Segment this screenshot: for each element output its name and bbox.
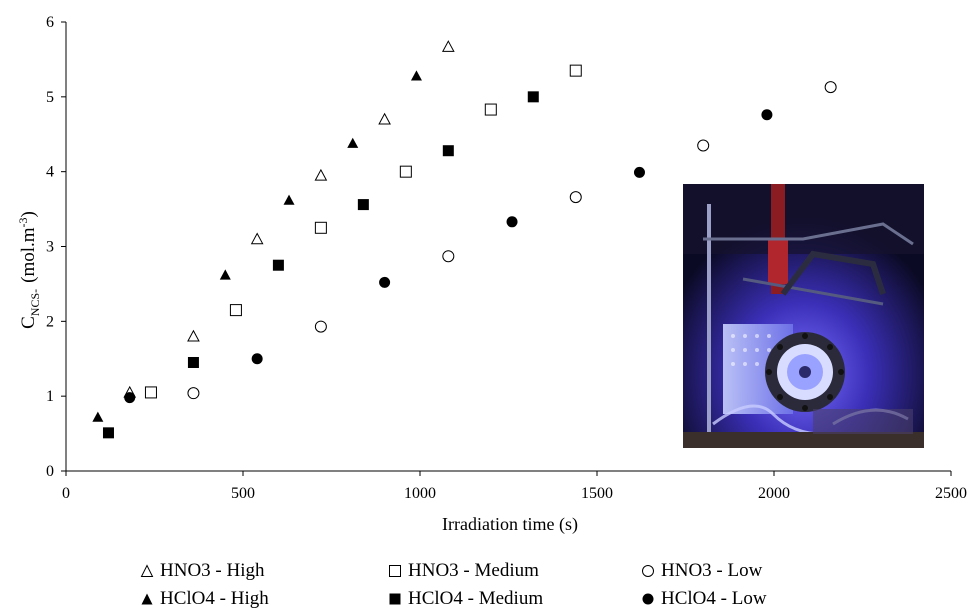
x-tick-label: 0 <box>62 485 70 502</box>
scatter-chart: 0 1 2 3 4 5 6 0 500 1000 1500 2000 2500 Irradiation … <box>16 14 967 535</box>
legend-label: HNO3 - High <box>160 560 265 581</box>
data-point <box>250 232 264 245</box>
series-hclo4-medium <box>102 91 539 439</box>
data-point <box>569 191 582 204</box>
data-point <box>697 139 710 152</box>
data-point <box>187 329 200 342</box>
legend-item-hno3-low: HNO3 - Low <box>641 560 762 582</box>
y-axis-title-main: C <box>18 316 39 329</box>
data-point <box>378 112 391 125</box>
data-point <box>761 109 773 121</box>
legend-label: HClO4 - High <box>160 588 269 609</box>
legend-label: HClO4 - Medium <box>408 588 544 609</box>
legend-item-hclo4-low: HClO4 - Low <box>641 588 767 610</box>
data-point <box>527 91 539 103</box>
triangle-open-icon <box>140 564 154 577</box>
data-point <box>219 269 231 280</box>
data-point <box>399 165 412 178</box>
photo-illustration <box>683 184 924 448</box>
data-point <box>633 166 645 178</box>
data-point <box>272 259 284 271</box>
data-point <box>442 250 455 263</box>
y-axis-title-unit: (mol.m <box>18 227 39 283</box>
series-hno3-low <box>187 81 837 400</box>
data-points <box>92 40 837 439</box>
data-point <box>824 81 837 94</box>
data-point <box>124 392 136 404</box>
x-tick-label: 1500 <box>581 485 613 502</box>
y-axis-title-unit-sup: -3 <box>16 217 30 227</box>
circle-open-icon <box>642 565 654 577</box>
circle-filled-icon <box>642 593 654 605</box>
y-tick-label: 5 <box>46 89 54 106</box>
data-point <box>379 276 391 288</box>
data-point <box>569 64 582 77</box>
data-point <box>92 411 104 422</box>
data-point <box>442 145 454 157</box>
data-point <box>347 137 359 148</box>
data-point <box>251 353 263 365</box>
y-tick-label: 2 <box>46 313 54 330</box>
data-point <box>314 320 327 333</box>
x-tick-label: 500 <box>231 485 255 502</box>
legend-label: HNO3 - Low <box>661 560 763 581</box>
legend-item-hno3-high: HNO3 - High <box>140 560 265 582</box>
y-axis-title: CNCS- (mol.m-3) <box>16 211 42 329</box>
data-point <box>441 40 455 52</box>
data-point <box>283 194 295 205</box>
photoreactor-setup-photo <box>683 184 924 448</box>
series-hno3-high <box>123 40 455 398</box>
data-point <box>144 386 157 399</box>
x-tick-label: 1000 <box>404 485 436 502</box>
y-tick-label: 3 <box>46 239 54 256</box>
data-point <box>314 221 327 234</box>
y-axis-title-unit-close: ) <box>18 211 39 217</box>
data-point <box>506 216 518 228</box>
legend-item-hno3-medium: HNO3 - Medium <box>388 560 539 582</box>
data-point <box>410 70 422 81</box>
y-tick-label: 6 <box>46 14 54 31</box>
triangle-filled-icon <box>141 593 153 605</box>
legend-item-hclo4-high: HClO4 - High <box>140 588 269 610</box>
series-hclo4-low <box>124 109 773 404</box>
legend-label: HNO3 - Medium <box>408 560 539 581</box>
data-point <box>484 103 497 116</box>
tick-labels: 0 1 2 3 4 5 6 0 500 1000 1500 2000 2500 <box>46 14 967 502</box>
data-point <box>357 199 369 211</box>
series-hno3-medium <box>144 64 582 399</box>
data-point <box>187 356 199 368</box>
square-filled-icon <box>389 593 401 605</box>
data-point <box>229 304 242 317</box>
data-point <box>187 387 200 400</box>
x-tick-label: 2500 <box>935 485 967 502</box>
series-hclo4-high <box>92 70 422 422</box>
legend-label: HClO4 - Low <box>661 588 767 609</box>
y-tick-label: 0 <box>46 463 54 480</box>
axes <box>61 21 952 476</box>
x-axis-title: Irradiation time (s) <box>442 514 578 535</box>
y-tick-label: 1 <box>46 388 54 405</box>
y-tick-label: 4 <box>46 164 54 181</box>
data-point <box>314 168 328 181</box>
legend: HNO3 - High HNO3 - Medium HNO3 - Low HCl… <box>0 556 974 613</box>
y-axis-title-sub: NCS- <box>28 289 42 316</box>
x-tick-label: 2000 <box>758 485 790 502</box>
data-point <box>102 427 114 439</box>
square-open-icon <box>389 565 401 577</box>
legend-item-hclo4-medium: HClO4 - Medium <box>388 588 543 610</box>
